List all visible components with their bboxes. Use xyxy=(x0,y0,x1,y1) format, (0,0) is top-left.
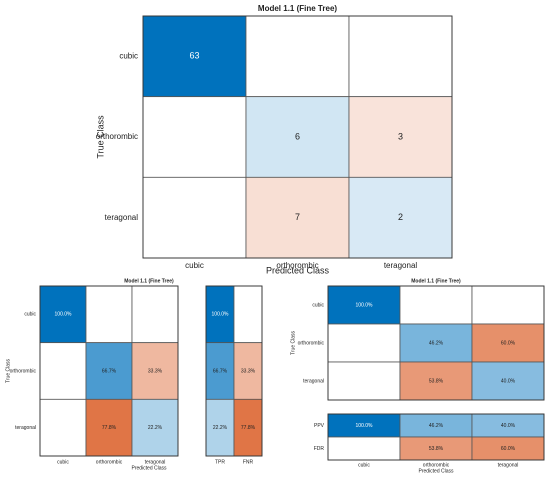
tpr-fnr-cell-label-2-0: 22.2% xyxy=(213,425,228,431)
main-cell-0-2 xyxy=(348,15,453,98)
main-col-tick-1: orthorombic xyxy=(276,261,318,270)
ppv-fdr-frame xyxy=(327,413,545,461)
ppv-fdr-cell-label-1-1: 53.8% xyxy=(429,446,444,452)
tpr-fnr-cell-label-1-1: 33.3% xyxy=(241,368,256,374)
ppvfdr-col-tick-2: teragonal xyxy=(498,462,519,468)
colnorm-ylabel: True Class xyxy=(290,331,296,355)
main-ylabel: True Class xyxy=(95,115,105,159)
rownorm-xlabel: Predicted Class xyxy=(131,465,167,471)
col-normalized-cell-label-1-2: 60.0% xyxy=(501,340,516,346)
col-normalized-cell-0-0 xyxy=(327,285,401,325)
main-row-tick-0: cubic xyxy=(119,51,138,60)
row-normalized-cell-label-2-1: 77.8% xyxy=(102,425,117,431)
col-normalized-frame xyxy=(327,285,545,401)
tpr-fnr-cell-1-0 xyxy=(205,342,235,400)
ppv-fdr-cell-label-0-2: 40.0% xyxy=(501,423,516,429)
main-xlabel: Predicted Class xyxy=(266,265,330,275)
main-cell-label-1-1: 6 xyxy=(295,131,300,141)
row-normalized-cell-0-1 xyxy=(85,285,133,344)
row-normalized-cell-2-2 xyxy=(131,398,179,457)
col-normalized-cell-2-0 xyxy=(327,361,401,401)
col-normalized-cell-1-0 xyxy=(327,323,401,363)
tpr-fnr-cell-label-2-1: 77.8% xyxy=(241,425,256,431)
row-normalized-cell-0-2 xyxy=(131,285,179,344)
main-row-tick-1: orthorombic xyxy=(96,132,138,141)
main-title: Model 1.1 (Fine Tree) xyxy=(258,4,337,13)
main-cell-label-2-1: 7 xyxy=(295,212,300,222)
ppvfdr-row-tick-1: FDR xyxy=(314,446,325,452)
main-cell-2-1 xyxy=(245,176,350,259)
main-cell-0-1 xyxy=(245,15,350,98)
rownorm-col-tick-2: teragonal xyxy=(145,459,166,465)
row-normalized-cell-label-1-1: 66.7% xyxy=(102,368,117,374)
ppv-fdr-cell-1-0 xyxy=(327,436,401,461)
main-cell-2-2 xyxy=(348,176,453,259)
rownorm-col-tick-0: cubic xyxy=(57,459,69,465)
main-cell-1-1 xyxy=(245,96,350,178)
col-normalized-cell-label-2-2: 40.0% xyxy=(501,378,516,384)
colnorm-row-tick-2: teragonal xyxy=(303,378,324,384)
row-normalized-frame xyxy=(39,285,179,457)
col-normalized-cell-label-1-1: 46.2% xyxy=(429,340,444,346)
row-normalized-cell-1-0 xyxy=(39,342,87,400)
col-normalized-cell-1-1 xyxy=(399,323,473,363)
col-normalized-cell-label-0-0: 100.0% xyxy=(356,302,374,308)
main-row-tick-2: teragonal xyxy=(105,213,139,222)
tpr-fnr-cell-label-0-0: 100.0% xyxy=(212,312,230,318)
main-frame xyxy=(142,15,453,259)
ppv-fdr-cell-label-1-2: 60.0% xyxy=(501,446,516,452)
col-normalized-cell-2-2 xyxy=(471,361,545,401)
tprfnr-col-tick-1: FNR xyxy=(243,459,254,465)
ppvfdr-row-tick-0: PPV xyxy=(314,423,325,429)
tpr-fnr-cell-2-1 xyxy=(233,398,263,457)
row-normalized-cell-label-1-2: 33.3% xyxy=(148,368,163,374)
col-normalized-cell-0-1 xyxy=(399,285,473,325)
ppv-fdr-cell-label-0-1: 46.2% xyxy=(429,423,444,429)
ppv-fdr-cell-label-0-0: 100.0% xyxy=(356,423,374,429)
colnorm-row-tick-1: orthorombic xyxy=(298,340,325,346)
tprfnr-col-tick-0: TPR xyxy=(215,459,225,465)
col-normalized-cell-0-2 xyxy=(471,285,545,325)
ppvfdr-col-tick-1: orthorombic xyxy=(423,462,450,468)
rownorm-row-tick-0: cubic xyxy=(24,312,36,318)
row-normalized-cell-2-0 xyxy=(39,398,87,457)
col-normalized-cell-label-2-1: 53.8% xyxy=(429,378,444,384)
rownorm-title: Model 1.1 (Fine Tree) xyxy=(124,278,174,284)
tpr-fnr-cell-label-1-0: 66.7% xyxy=(213,368,228,374)
row-normalized-cell-0-0 xyxy=(39,285,87,344)
main-cell-2-0 xyxy=(142,176,247,259)
colnorm-row-tick-0: cubic xyxy=(312,302,324,308)
tpr-fnr-cell-0-1 xyxy=(233,285,263,344)
main-col-tick-0: cubic xyxy=(185,261,204,270)
main-cell-label-1-2: 3 xyxy=(398,131,403,141)
row-normalized-cell-1-1 xyxy=(85,342,133,400)
rownorm-ylabel: True Class xyxy=(5,359,11,383)
main-cell-label-2-2: 2 xyxy=(398,212,403,222)
col-normalized-cell-1-2 xyxy=(471,323,545,363)
main-col-tick-2: teragonal xyxy=(384,261,418,270)
row-normalized-cell-label-0-0: 100.0% xyxy=(55,312,73,318)
row-normalized-cell-label-2-2: 22.2% xyxy=(148,425,163,431)
colnorm-title: Model 1.1 (Fine Tree) xyxy=(411,278,461,284)
rownorm-col-tick-1: orthorombic xyxy=(96,459,123,465)
main-cell-1-0 xyxy=(142,96,247,178)
ppvfdr-xlabel: Predicted Class xyxy=(418,468,454,474)
col-normalized-cell-2-1 xyxy=(399,361,473,401)
main-cell-label-0-0: 63 xyxy=(189,51,199,61)
tpr-fnr-frame xyxy=(205,285,263,457)
ppvfdr-col-tick-0: cubic xyxy=(358,462,370,468)
main-cell-1-2 xyxy=(348,96,453,178)
rownorm-row-tick-2: teragonal xyxy=(15,425,36,431)
rownorm-row-tick-1: orthorombic xyxy=(10,368,37,374)
main-cell-0-0 xyxy=(142,15,247,98)
